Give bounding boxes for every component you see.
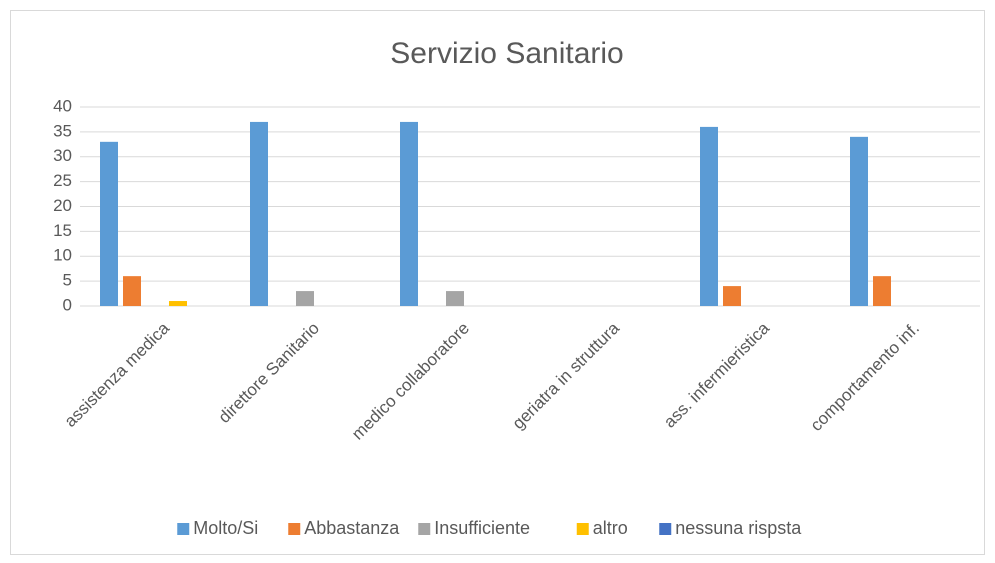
bar <box>700 126 718 307</box>
y-tick-label: 40 <box>53 96 72 115</box>
bar <box>250 121 268 306</box>
y-tick-label: 5 <box>63 271 72 290</box>
legend-label: altro <box>593 518 628 538</box>
bar <box>100 141 118 306</box>
chart-frame <box>10 10 985 555</box>
legend-label: Insufficiente <box>434 518 530 538</box>
legend-label: Abbastanza <box>304 518 400 538</box>
legend-swatch <box>177 523 190 535</box>
y-tick-label: 10 <box>53 246 72 265</box>
legend-label: nessuna rispsta <box>675 518 802 538</box>
bar <box>446 291 464 306</box>
legend-swatch <box>576 523 589 535</box>
legend-swatch <box>418 523 431 535</box>
y-tick-label: 15 <box>53 221 72 240</box>
legend-swatch <box>659 523 672 535</box>
bar <box>400 121 418 306</box>
bar <box>123 276 141 306</box>
legend-label: Molto/Si <box>193 518 258 538</box>
y-tick-label: 0 <box>63 295 72 314</box>
y-tick-label: 20 <box>53 196 72 215</box>
bar <box>169 301 187 306</box>
bar <box>850 136 868 306</box>
legend-swatch <box>288 523 301 535</box>
y-tick-label: 35 <box>53 121 72 140</box>
bar <box>873 276 891 306</box>
bar <box>296 291 314 306</box>
chart-title: Servizio Sanitario <box>390 37 623 70</box>
y-tick-label: 25 <box>53 171 72 190</box>
bar <box>723 286 741 306</box>
y-tick-label: 30 <box>53 146 72 165</box>
